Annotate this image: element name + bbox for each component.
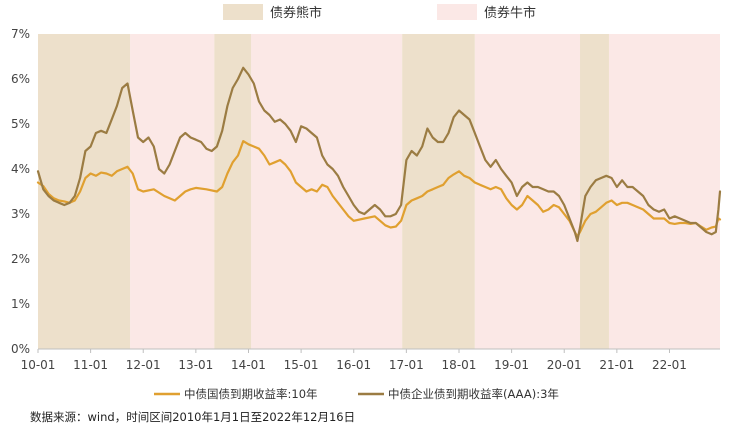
y-tick-label: 3% (11, 207, 30, 221)
bull-period-band-3 (608, 34, 720, 349)
y-tick-label: 5% (11, 117, 30, 131)
y-tick-label: 6% (11, 72, 30, 86)
x-tick-label: 19-01 (494, 358, 529, 372)
bear-period-band-1 (214, 34, 252, 349)
y-axis: 0% 1% 2% 3% 4% 5% 6% 7% (11, 27, 30, 356)
bear-legend-label: 债券熊市 (270, 5, 322, 21)
x-tick-label: 15-01 (284, 358, 319, 372)
x-tick-label: 21-01 (599, 358, 634, 372)
y-tick-label: 7% (11, 27, 30, 41)
bull-legend-swatch (437, 4, 477, 20)
gov-yield-10y-line (36, 140, 722, 238)
x-tick-label: 17-01 (389, 358, 424, 372)
source-note: 数据来源：wind，时间区间2010年1月1日至2022年12月16日 (30, 410, 355, 424)
x-tick-label: 12-01 (126, 358, 161, 372)
y-tick-label: 0% (11, 342, 30, 356)
x-axis: 10-01 11-01 12-01 13-01 14-01 15-01 16-01 17-01… (21, 348, 720, 372)
bear-period-band-0 (38, 34, 131, 349)
regime-legend: 债券熊市 债券牛市 (223, 4, 536, 21)
regime-bands (38, 34, 720, 349)
x-tick-label: 20-01 (547, 358, 582, 372)
x-tick-label: 16-01 (336, 358, 371, 372)
x-tick-label: 18-01 (442, 358, 477, 372)
gov-legend-label: 中债国债到期收益率:10年 (184, 387, 318, 401)
x-tick-label: 11-01 (73, 358, 108, 372)
bear-period-band-3 (580, 34, 609, 349)
bear-legend-swatch (223, 4, 263, 20)
bull-period-band-1 (251, 34, 403, 349)
bull-legend-label: 债券牛市 (484, 5, 536, 21)
corp-aaa-3y-line (36, 66, 722, 243)
y-tick-label: 2% (11, 252, 30, 266)
x-tick-label: 14-01 (231, 358, 266, 372)
bear-period-band-2 (402, 34, 475, 349)
x-tick-label: 13-01 (178, 358, 213, 372)
corp-legend-label: 中债企业债到期收益率(AAA):3年 (388, 387, 559, 401)
bull-period-band-2 (474, 34, 581, 349)
y-tick-label: 1% (11, 297, 30, 311)
y-tick-label: 4% (11, 162, 30, 176)
series-legend: 中债国债到期收益率:10年 中债企业债到期收益率(AAA):3年 (154, 387, 559, 401)
x-tick-label: 22-01 (652, 358, 687, 372)
x-tick-label: 10-01 (21, 358, 56, 372)
series-lines (36, 66, 722, 243)
